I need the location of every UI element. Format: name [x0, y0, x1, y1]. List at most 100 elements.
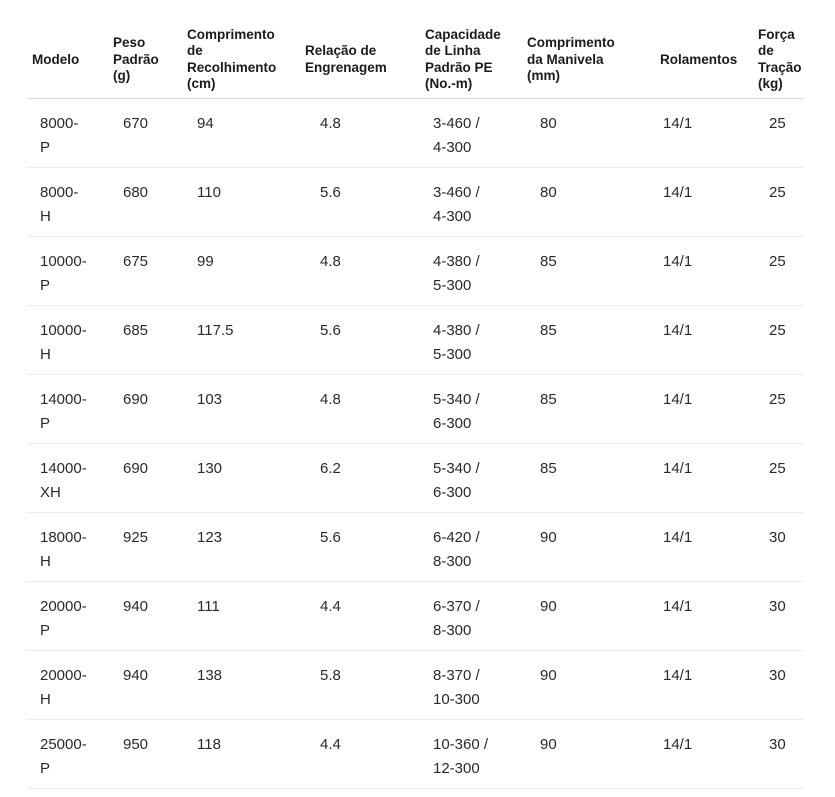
cell-tracao: 25	[758, 305, 803, 375]
column-header-capacidade: Capacidade de Linha Padrão PE (No.-m)	[425, 0, 527, 99]
cell-engrenagem: 5.8	[305, 650, 425, 720]
table-row: 20000- P 940 111 4.4 6-370 / 8-300 90 14/1 30	[27, 581, 803, 651]
table-row: 18000- H 925 123 5.6 6-420 / 8-300 90 14/1 30	[27, 512, 803, 582]
cell-peso: 670	[113, 98, 187, 168]
cell-manivela: 90	[527, 581, 660, 651]
cell-rolamentos: 14/1	[660, 167, 758, 237]
cell-rolamentos: 14/1	[660, 512, 758, 582]
cell-engrenagem: 5.6	[305, 512, 425, 582]
cell-rolamentos: 14/1	[660, 98, 758, 168]
cell-recolhimento: 103	[187, 374, 305, 444]
cell-engrenagem: 4.4	[305, 581, 425, 651]
cell-peso: 925	[113, 512, 187, 582]
cell-manivela: 85	[527, 236, 660, 306]
cell-recolhimento: 110	[187, 167, 305, 237]
table-row: 14000- P 690 103 4.8 5-340 / 6-300 85 14/1 25	[27, 374, 803, 444]
cell-recolhimento: 118	[187, 719, 305, 789]
cell-engrenagem: 5.6	[305, 305, 425, 375]
table-header-row: Modelo Peso Padrão (g) Comprimento de Reco…	[27, 0, 803, 99]
cell-manivela: 80	[527, 167, 660, 237]
table-body: 8000- P 670 94 4.8 3-460 / 4-300 80 14/1 25 8000…	[27, 98, 803, 789]
table-row: 14000- XH 690 130 6.2 5-340 / 6-300 85 14/1 25	[27, 443, 803, 513]
cell-manivela: 85	[527, 305, 660, 375]
cell-rolamentos: 14/1	[660, 719, 758, 789]
cell-capacidade: 10-360 / 12-300	[425, 719, 527, 789]
column-header-engrenagem: Relação de Engrenagem	[305, 0, 425, 99]
cell-peso: 950	[113, 719, 187, 789]
cell-capacidade: 6-420 / 8-300	[425, 512, 527, 582]
cell-peso: 940	[113, 581, 187, 651]
cell-capacidade: 3-460 / 4-300	[425, 167, 527, 237]
cell-capacidade: 4-380 / 5-300	[425, 305, 527, 375]
cell-modelo: 20000- H	[27, 650, 113, 720]
cell-peso: 690	[113, 374, 187, 444]
cell-recolhimento: 94	[187, 98, 305, 168]
column-header-modelo: Modelo	[27, 0, 113, 99]
cell-rolamentos: 14/1	[660, 443, 758, 513]
cell-capacidade: 5-340 / 6-300	[425, 443, 527, 513]
specs-table: Modelo Peso Padrão (g) Comprimento de Reco…	[27, 0, 803, 789]
table-row: 10000- P 675 99 4.8 4-380 / 5-300 85 14/1 25	[27, 236, 803, 306]
cell-rolamentos: 14/1	[660, 650, 758, 720]
cell-tracao: 25	[758, 443, 803, 513]
cell-tracao: 30	[758, 581, 803, 651]
cell-engrenagem: 4.8	[305, 236, 425, 306]
table-row: 10000- H 685 117.5 5.6 4-380 / 5-300 85 14/1 25	[27, 305, 803, 375]
cell-tracao: 25	[758, 374, 803, 444]
table-row: 8000- P 670 94 4.8 3-460 / 4-300 80 14/1 25	[27, 98, 803, 168]
table-row: 8000- H 680 110 5.6 3-460 / 4-300 80 14/1 25	[27, 167, 803, 237]
cell-engrenagem: 4.4	[305, 719, 425, 789]
cell-capacidade: 6-370 / 8-300	[425, 581, 527, 651]
cell-tracao: 25	[758, 236, 803, 306]
cell-capacidade: 5-340 / 6-300	[425, 374, 527, 444]
column-header-rolamentos: Rolamentos	[660, 0, 758, 99]
cell-modelo: 14000- XH	[27, 443, 113, 513]
cell-peso: 680	[113, 167, 187, 237]
cell-modelo: 10000- H	[27, 305, 113, 375]
cell-peso: 685	[113, 305, 187, 375]
cell-modelo: 18000- H	[27, 512, 113, 582]
cell-engrenagem: 4.8	[305, 98, 425, 168]
cell-recolhimento: 130	[187, 443, 305, 513]
cell-recolhimento: 111	[187, 581, 305, 651]
cell-recolhimento: 123	[187, 512, 305, 582]
column-header-tracao: Força de Tração (kg)	[758, 0, 803, 99]
cell-manivela: 85	[527, 443, 660, 513]
cell-engrenagem: 4.8	[305, 374, 425, 444]
cell-manivela: 90	[527, 512, 660, 582]
cell-rolamentos: 14/1	[660, 305, 758, 375]
cell-manivela: 90	[527, 650, 660, 720]
cell-recolhimento: 99	[187, 236, 305, 306]
cell-capacidade: 8-370 / 10-300	[425, 650, 527, 720]
column-header-peso: Peso Padrão (g)	[113, 0, 187, 99]
cell-modelo: 25000- P	[27, 719, 113, 789]
column-header-recolhimento: Comprimento de Recolhimento (cm)	[187, 0, 305, 99]
cell-modelo: 14000- P	[27, 374, 113, 444]
cell-tracao: 30	[758, 650, 803, 720]
cell-peso: 675	[113, 236, 187, 306]
cell-engrenagem: 6.2	[305, 443, 425, 513]
table-header: Modelo Peso Padrão (g) Comprimento de Reco…	[27, 0, 803, 99]
cell-capacidade: 4-380 / 5-300	[425, 236, 527, 306]
cell-manivela: 85	[527, 374, 660, 444]
cell-peso: 690	[113, 443, 187, 513]
table-row: 25000- P 950 118 4.4 10-360 / 12-300 90 14/1 30	[27, 719, 803, 789]
cell-peso: 940	[113, 650, 187, 720]
cell-modelo: 20000- P	[27, 581, 113, 651]
cell-tracao: 30	[758, 512, 803, 582]
cell-recolhimento: 117.5	[187, 305, 305, 375]
cell-engrenagem: 5.6	[305, 167, 425, 237]
cell-recolhimento: 138	[187, 650, 305, 720]
cell-modelo: 10000- P	[27, 236, 113, 306]
cell-tracao: 30	[758, 719, 803, 789]
cell-tracao: 25	[758, 98, 803, 168]
cell-manivela: 80	[527, 98, 660, 168]
cell-rolamentos: 14/1	[660, 236, 758, 306]
cell-manivela: 90	[527, 719, 660, 789]
column-header-manivela: Comprimento da Manivela (mm)	[527, 0, 660, 99]
cell-rolamentos: 14/1	[660, 374, 758, 444]
cell-modelo: 8000- P	[27, 98, 113, 168]
cell-modelo: 8000- H	[27, 167, 113, 237]
cell-tracao: 25	[758, 167, 803, 237]
